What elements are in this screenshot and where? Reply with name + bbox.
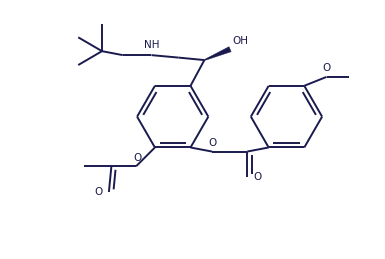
Text: OH: OH: [233, 36, 249, 46]
Text: O: O: [253, 172, 261, 182]
Text: O: O: [134, 153, 142, 163]
Text: O: O: [208, 138, 216, 148]
Text: NH: NH: [144, 40, 159, 50]
Polygon shape: [204, 47, 231, 61]
Text: O: O: [322, 63, 331, 73]
Text: O: O: [95, 187, 103, 197]
